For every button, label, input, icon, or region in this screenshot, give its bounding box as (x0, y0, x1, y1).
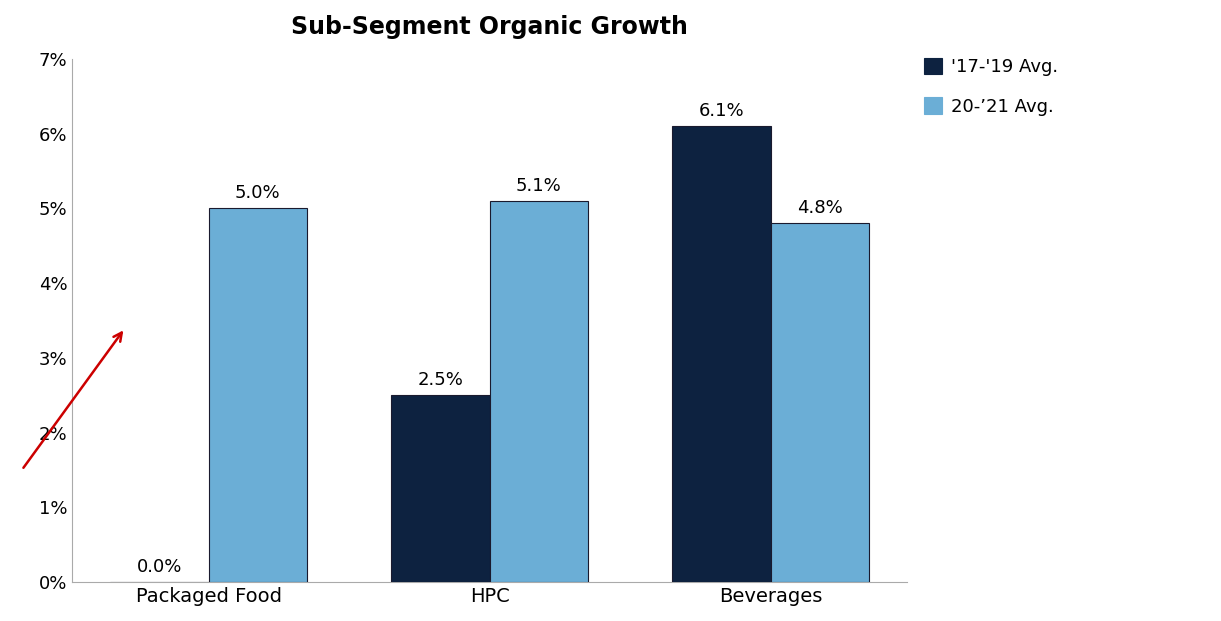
Bar (209, 209, 306, 582)
Text: 4.8%: 4.8% (797, 199, 842, 217)
Bar (770, 224, 869, 582)
Text: 5.1%: 5.1% (515, 177, 562, 195)
Bar (391, 396, 490, 582)
Bar (673, 126, 770, 582)
Legend: '17-'19 Avg., 20-’21 Avg.: '17-'19 Avg., 20-’21 Avg. (924, 58, 1059, 116)
Text: 5.0%: 5.0% (234, 184, 281, 202)
Title: Sub-Segment Organic Growth: Sub-Segment Organic Growth (291, 15, 687, 39)
Text: 2.5%: 2.5% (418, 371, 463, 389)
Bar (490, 201, 587, 582)
Text: 0.0%: 0.0% (137, 558, 182, 576)
Text: 6.1%: 6.1% (698, 102, 744, 120)
